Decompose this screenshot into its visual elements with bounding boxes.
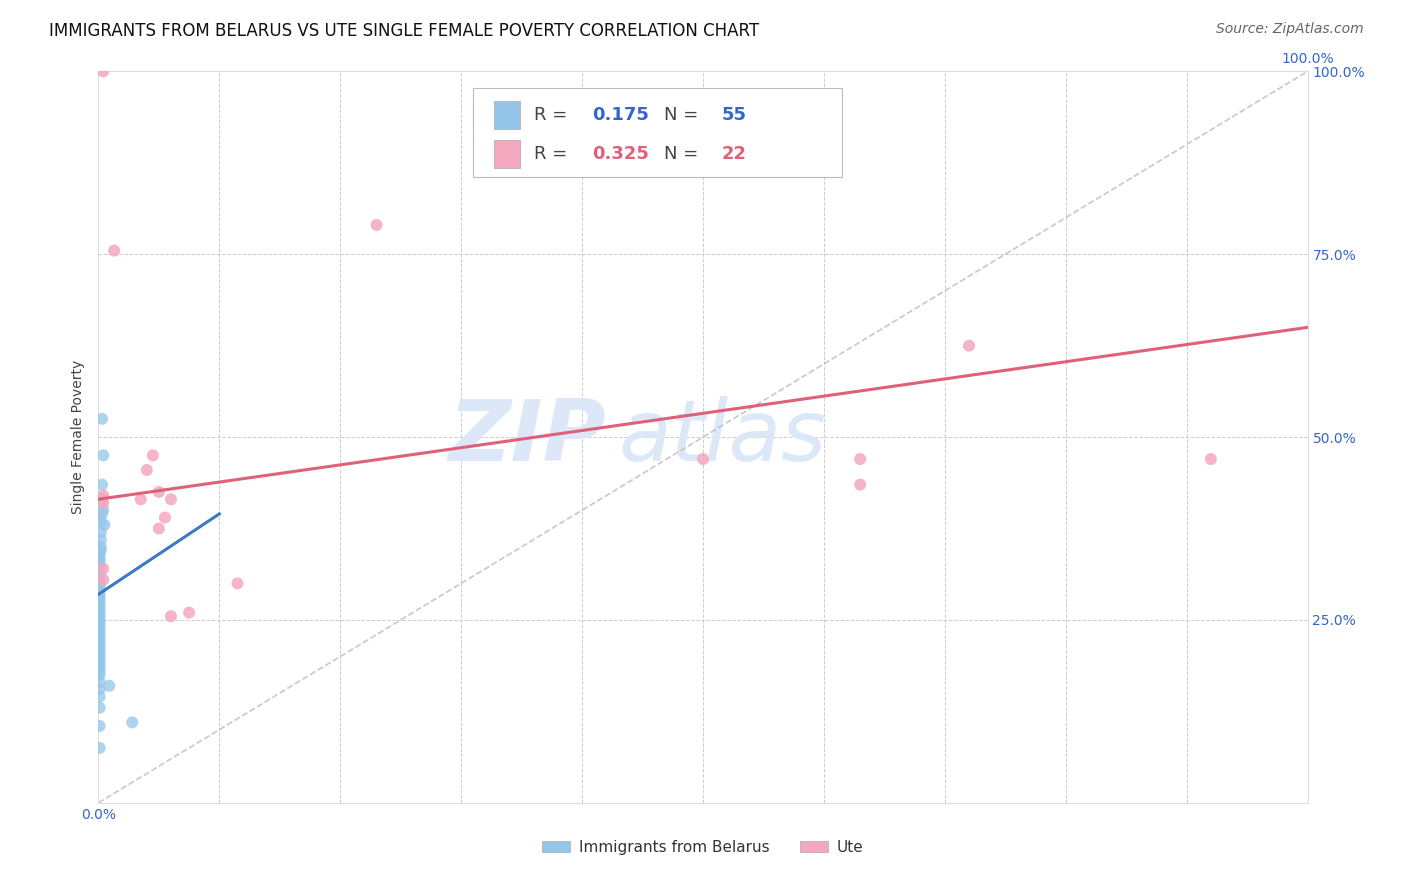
Point [89, 562, 111, 576]
Text: 22: 22 [721, 145, 747, 163]
Point [93, 517, 115, 532]
Point [89, 583, 111, 598]
Point [129, 492, 152, 507]
Point [89, 616, 111, 631]
Point [89, 675, 111, 690]
Point [1199, 452, 1222, 467]
Legend: Immigrants from Belarus, Ute: Immigrants from Belarus, Ute [536, 834, 870, 861]
Point [89, 606, 111, 620]
Point [89, 740, 111, 755]
Text: atlas: atlas [619, 395, 827, 479]
Point [89, 554, 111, 568]
Text: N =: N = [664, 145, 704, 163]
Point [89, 690, 111, 704]
Point [90, 540, 112, 554]
FancyBboxPatch shape [494, 102, 520, 129]
Point [366, 218, 388, 232]
Point [89, 609, 111, 624]
Point [89, 635, 111, 649]
Point [89, 569, 111, 583]
Point [90, 543, 112, 558]
Point [91, 412, 114, 426]
Point [153, 510, 176, 524]
Text: 0.175: 0.175 [592, 106, 648, 124]
Point [226, 576, 249, 591]
Point [89, 566, 111, 580]
Point [89, 594, 111, 608]
Point [91, 477, 114, 491]
Point [89, 682, 111, 697]
Point [160, 492, 183, 507]
Point [91, 492, 114, 507]
Point [89, 660, 111, 674]
Text: IMMIGRANTS FROM BELARUS VS UTE SINGLE FEMALE POVERTY CORRELATION CHART: IMMIGRANTS FROM BELARUS VS UTE SINGLE FE… [49, 22, 759, 40]
Point [89, 591, 111, 605]
Point [89, 602, 111, 616]
Point [849, 452, 872, 467]
Text: ZIP: ZIP [449, 395, 606, 479]
Point [89, 664, 111, 678]
Point [91, 562, 114, 576]
Point [89, 624, 111, 638]
Point [89, 550, 111, 565]
Point [957, 338, 980, 352]
Point [89, 587, 111, 601]
Point [103, 244, 125, 258]
Point [89, 620, 111, 634]
Point [91, 492, 114, 507]
Point [89, 580, 111, 594]
Point [98, 679, 121, 693]
Text: N =: N = [664, 106, 704, 124]
Point [89, 657, 111, 671]
Point [91, 507, 114, 521]
Point [135, 463, 157, 477]
Point [89, 700, 111, 714]
Point [90, 514, 112, 528]
FancyBboxPatch shape [474, 88, 842, 178]
Point [89, 599, 111, 613]
Point [849, 477, 872, 491]
Point [89, 632, 111, 646]
Point [692, 452, 714, 467]
Point [89, 642, 111, 657]
Point [90, 525, 112, 540]
Point [89, 558, 111, 573]
FancyBboxPatch shape [494, 140, 520, 168]
Point [89, 627, 111, 641]
Point [148, 521, 170, 535]
Point [90, 533, 112, 547]
Point [89, 639, 111, 653]
Point [91, 503, 114, 517]
Point [148, 485, 170, 500]
Y-axis label: Single Female Poverty: Single Female Poverty [72, 360, 86, 514]
Point [179, 606, 201, 620]
Point [89, 547, 111, 561]
Text: 0.325: 0.325 [592, 145, 648, 163]
Text: 55: 55 [721, 106, 747, 124]
Text: R =: R = [534, 106, 572, 124]
Text: R =: R = [534, 145, 572, 163]
Point [91, 496, 114, 510]
Point [89, 646, 111, 660]
Text: Source: ZipAtlas.com: Source: ZipAtlas.com [1216, 22, 1364, 37]
Point [89, 719, 111, 733]
Point [91, 489, 114, 503]
Point [89, 667, 111, 681]
Point [91, 64, 114, 78]
Point [91, 573, 114, 587]
Point [89, 576, 111, 591]
Point [91, 448, 114, 462]
Point [89, 649, 111, 664]
Point [121, 715, 143, 730]
Point [160, 609, 183, 624]
Point [89, 613, 111, 627]
Point [142, 448, 165, 462]
Point [89, 653, 111, 667]
Point [89, 573, 111, 587]
